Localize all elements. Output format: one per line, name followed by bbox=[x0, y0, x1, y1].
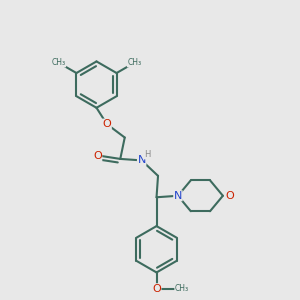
Text: CH₃: CH₃ bbox=[52, 58, 66, 67]
Text: O: O bbox=[152, 284, 161, 294]
Text: N: N bbox=[137, 155, 146, 165]
Text: H: H bbox=[144, 150, 150, 159]
Text: CH₃: CH₃ bbox=[127, 58, 141, 67]
Text: O: O bbox=[93, 151, 102, 161]
Text: N: N bbox=[174, 191, 182, 201]
Text: O: O bbox=[225, 191, 234, 201]
Text: CH₃: CH₃ bbox=[175, 284, 189, 293]
Text: O: O bbox=[103, 119, 111, 129]
